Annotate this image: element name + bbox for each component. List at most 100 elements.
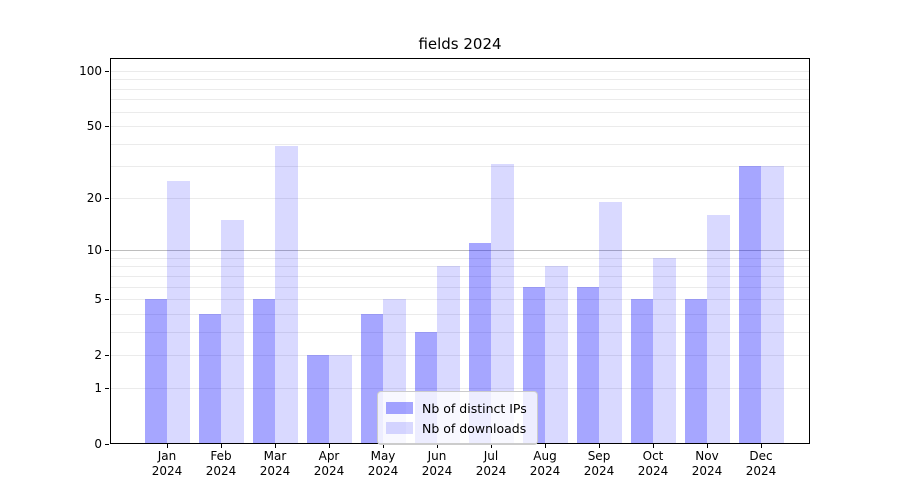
plot-area: Nb of distinct IPs Nb of downloads bbox=[110, 58, 810, 445]
gridline-minor bbox=[110, 197, 810, 199]
x-tick-year: 2024 bbox=[583, 464, 615, 478]
y-tick-label: 50 bbox=[86, 119, 102, 133]
x-tick-year: 2024 bbox=[637, 464, 669, 478]
x-tick-label: Aug 2024 bbox=[517, 449, 573, 479]
bar-downloads bbox=[707, 214, 730, 444]
x-tick-mark bbox=[653, 444, 654, 448]
x-tick-mark bbox=[221, 444, 222, 448]
legend-item-distinct-ips: Nb of distinct IPs bbox=[386, 398, 527, 418]
x-tick-year: 2024 bbox=[745, 464, 777, 478]
x-tick-label: Apr 2024 bbox=[301, 449, 357, 479]
bar-downloads bbox=[761, 166, 784, 444]
x-tick-label: Oct 2024 bbox=[625, 449, 681, 479]
gridline-minor bbox=[110, 275, 810, 277]
x-tick-year: 2024 bbox=[421, 464, 453, 478]
bar-distinct-ips bbox=[198, 313, 221, 444]
y-tick-mark bbox=[105, 444, 109, 445]
x-tick-month: Sep bbox=[587, 449, 611, 463]
x-tick-year: 2024 bbox=[529, 464, 561, 478]
x-tick-month: Apr bbox=[318, 449, 340, 463]
y-tick-mark bbox=[105, 197, 109, 199]
bar-distinct-ips bbox=[738, 166, 761, 444]
x-tick-mark bbox=[599, 444, 600, 448]
x-tick-year: 2024 bbox=[259, 464, 291, 478]
x-tick-mark bbox=[167, 444, 168, 448]
legend-swatch-downloads bbox=[386, 422, 413, 434]
x-tick-mark bbox=[275, 444, 276, 448]
bar-downloads bbox=[329, 355, 352, 444]
x-tick-month: Dec bbox=[749, 449, 773, 463]
x-tick-label: Sep 2024 bbox=[571, 449, 627, 479]
bar-downloads bbox=[167, 180, 190, 444]
y-tick-label: 1 bbox=[94, 380, 102, 395]
bar-downloads bbox=[275, 145, 298, 444]
legend: Nb of distinct IPs Nb of downloads bbox=[377, 391, 538, 445]
x-tick-month: Feb bbox=[210, 449, 232, 463]
legend-swatch-distinct-ips bbox=[386, 402, 413, 414]
x-tick-mark bbox=[437, 444, 438, 448]
y-tick-label: 100 bbox=[79, 63, 102, 78]
y-tick-mark bbox=[105, 387, 109, 389]
y-tick-label: 20 bbox=[86, 190, 102, 205]
bar-downloads bbox=[221, 219, 244, 444]
y-tick-label: 2 bbox=[94, 348, 102, 363]
legend-item-downloads: Nb of downloads bbox=[386, 418, 527, 438]
y-tick-mark bbox=[105, 126, 109, 127]
gridline-major bbox=[110, 250, 810, 252]
bar-distinct-ips bbox=[684, 299, 707, 444]
x-tick-mark bbox=[545, 444, 546, 448]
bar-downloads bbox=[545, 266, 568, 444]
x-tick-month: May bbox=[370, 449, 396, 463]
bar-downloads bbox=[491, 163, 514, 444]
x-tick-mark bbox=[383, 444, 384, 448]
gridline-minor bbox=[110, 126, 810, 127]
bar-distinct-ips bbox=[306, 355, 329, 444]
x-tick-mark bbox=[491, 444, 492, 448]
bar-downloads bbox=[653, 257, 676, 444]
bar-distinct-ips bbox=[630, 299, 653, 444]
gridline-minor bbox=[110, 355, 810, 357]
y-tick-mark bbox=[105, 355, 109, 357]
y-tick-label: 5 bbox=[94, 292, 102, 307]
gridline-minor bbox=[110, 166, 810, 168]
x-tick-year: 2024 bbox=[691, 464, 723, 478]
x-tick-label: Jan 2024 bbox=[139, 449, 195, 479]
y-tick-label: 0 bbox=[94, 437, 102, 451]
gridline-minor bbox=[110, 299, 810, 301]
bar-downloads bbox=[599, 201, 622, 444]
gridline-minor bbox=[110, 88, 810, 90]
gridline-minor bbox=[110, 313, 810, 315]
y-tick-label: 10 bbox=[86, 243, 102, 258]
y-tick-mark bbox=[105, 70, 109, 72]
x-tick-month: Nov bbox=[695, 449, 719, 463]
x-tick-month: Aug bbox=[533, 449, 557, 463]
x-tick-label: May 2024 bbox=[355, 449, 411, 479]
gridline-minor bbox=[110, 143, 810, 145]
bar-distinct-ips bbox=[576, 286, 599, 444]
gridline-minor bbox=[110, 79, 810, 81]
x-tick-label: Dec 2024 bbox=[733, 449, 789, 479]
gridline-minor bbox=[110, 70, 810, 72]
legend-label-distinct-ips: Nb of distinct IPs bbox=[422, 400, 527, 416]
x-tick-label: Mar 2024 bbox=[247, 449, 303, 479]
x-tick-month: Jan bbox=[157, 449, 177, 463]
gridline-minor bbox=[110, 257, 810, 259]
x-tick-mark bbox=[329, 444, 330, 448]
bar-distinct-ips bbox=[252, 299, 275, 444]
x-tick-year: 2024 bbox=[151, 464, 183, 478]
x-tick-label: Jun 2024 bbox=[409, 449, 465, 479]
x-tick-mark bbox=[761, 444, 762, 448]
x-tick-mark bbox=[707, 444, 708, 448]
gridline-minor bbox=[110, 286, 810, 288]
x-tick-year: 2024 bbox=[205, 464, 237, 478]
x-tick-label: Feb 2024 bbox=[193, 449, 249, 479]
x-tick-month: Mar bbox=[263, 449, 287, 463]
legend-label-downloads: Nb of downloads bbox=[422, 420, 527, 436]
x-tick-label: Jul 2024 bbox=[463, 449, 519, 479]
y-tick-mark bbox=[105, 299, 109, 301]
gridline-minor bbox=[110, 99, 810, 101]
gridline-minor bbox=[110, 331, 810, 333]
bar-distinct-ips bbox=[144, 299, 167, 444]
x-tick-label: Nov 2024 bbox=[679, 449, 735, 479]
